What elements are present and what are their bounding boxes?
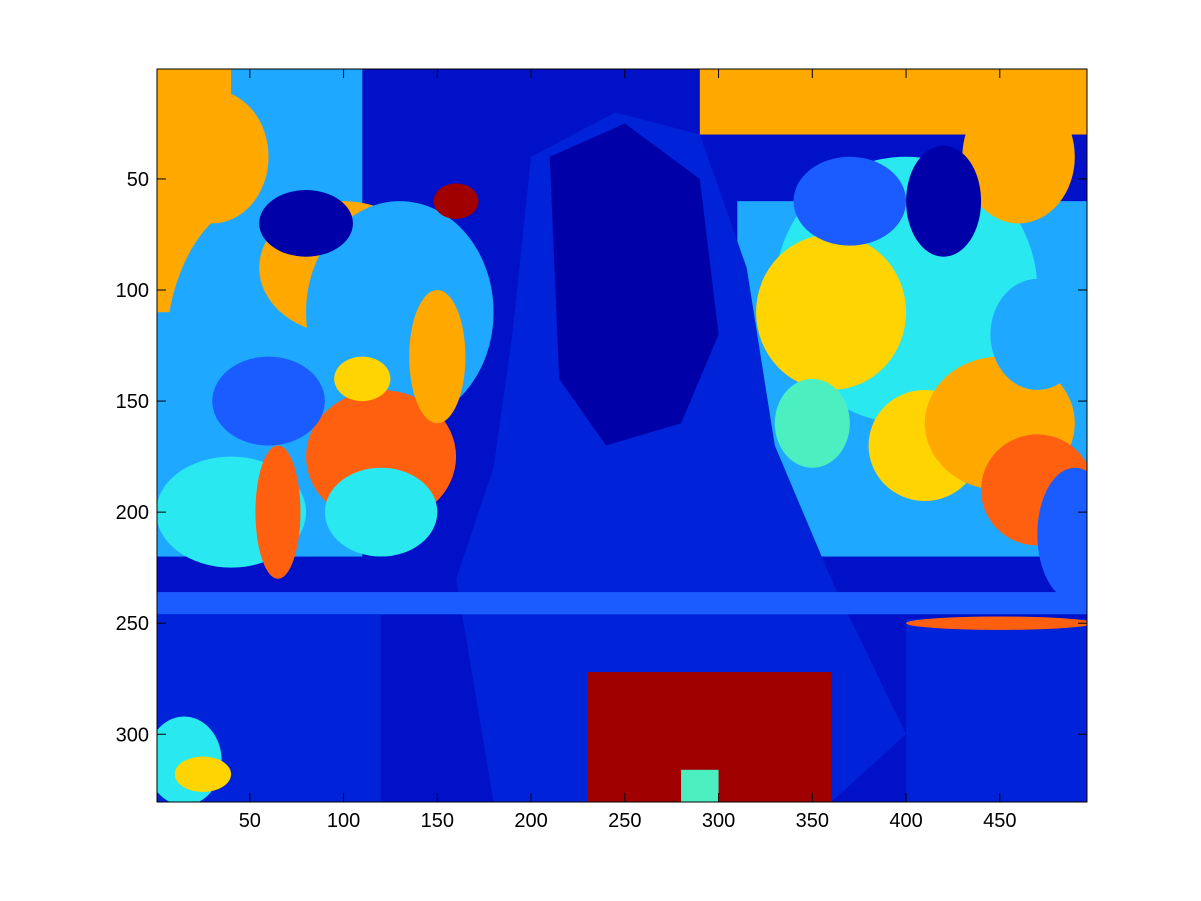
x-tick-label: 300 bbox=[702, 810, 735, 832]
heatmap-region-orange bbox=[409, 290, 466, 424]
heatmap-region-aqua bbox=[681, 769, 719, 802]
y-tick-label: 250 bbox=[116, 613, 149, 635]
plot-area bbox=[157, 69, 1087, 802]
x-tick-label: 400 bbox=[889, 810, 922, 832]
heatmap-region-orange bbox=[962, 90, 1075, 224]
x-tick-label: 200 bbox=[514, 810, 547, 832]
heatmap-region-yellow bbox=[174, 756, 232, 793]
y-tick-label: 300 bbox=[116, 724, 149, 746]
x-tick-label: 350 bbox=[796, 810, 829, 832]
heatmap-region-mid_blue bbox=[212, 356, 325, 446]
heatmap-region-dark_orange bbox=[255, 445, 301, 579]
y-tick-label: 50 bbox=[127, 169, 149, 191]
heatmap-region-dark_red bbox=[756, 700, 832, 802]
axes-frame bbox=[156, 68, 1088, 803]
heatmap-region-orange bbox=[157, 90, 269, 224]
heatmap-region-aqua bbox=[774, 378, 850, 468]
x-tick-label: 50 bbox=[239, 810, 261, 832]
heatmap-region-mid_blue bbox=[157, 592, 1087, 615]
heatmap-region-dark_blue bbox=[549, 123, 719, 446]
x-axis: 50 100 150 200 250 300 350 400 450 bbox=[239, 69, 1017, 832]
y-tick-label: 200 bbox=[116, 502, 149, 524]
heatmap-region-yellow bbox=[334, 356, 391, 402]
x-tick-label: 250 bbox=[608, 810, 641, 832]
y-tick-label: 100 bbox=[116, 280, 149, 302]
x-tick-label: 450 bbox=[983, 810, 1016, 832]
x-tick-label: 150 bbox=[421, 810, 454, 832]
y-axis: 50 100 150 200 250 300 bbox=[116, 169, 1087, 746]
heatmap-region-cyan bbox=[324, 467, 438, 557]
heatmap-region-mid_blue bbox=[1037, 467, 1087, 601]
y-tick-label: 150 bbox=[116, 391, 149, 413]
heatmap-region-mid_blue bbox=[793, 156, 907, 246]
heatmap-region-dark_blue bbox=[906, 145, 982, 257]
heatmap-region-light_blue bbox=[990, 278, 1085, 390]
x-tick-label: 100 bbox=[327, 810, 360, 832]
heatmap-region-yellow bbox=[756, 234, 907, 390]
heatmap-region-blue bbox=[906, 618, 1087, 802]
heatmap-region-dark_red bbox=[433, 183, 479, 219]
heatmap-region-dark_blue bbox=[259, 190, 353, 257]
heatmap-region-dark_orange bbox=[906, 616, 1087, 630]
heatmap-regions bbox=[157, 69, 1087, 802]
